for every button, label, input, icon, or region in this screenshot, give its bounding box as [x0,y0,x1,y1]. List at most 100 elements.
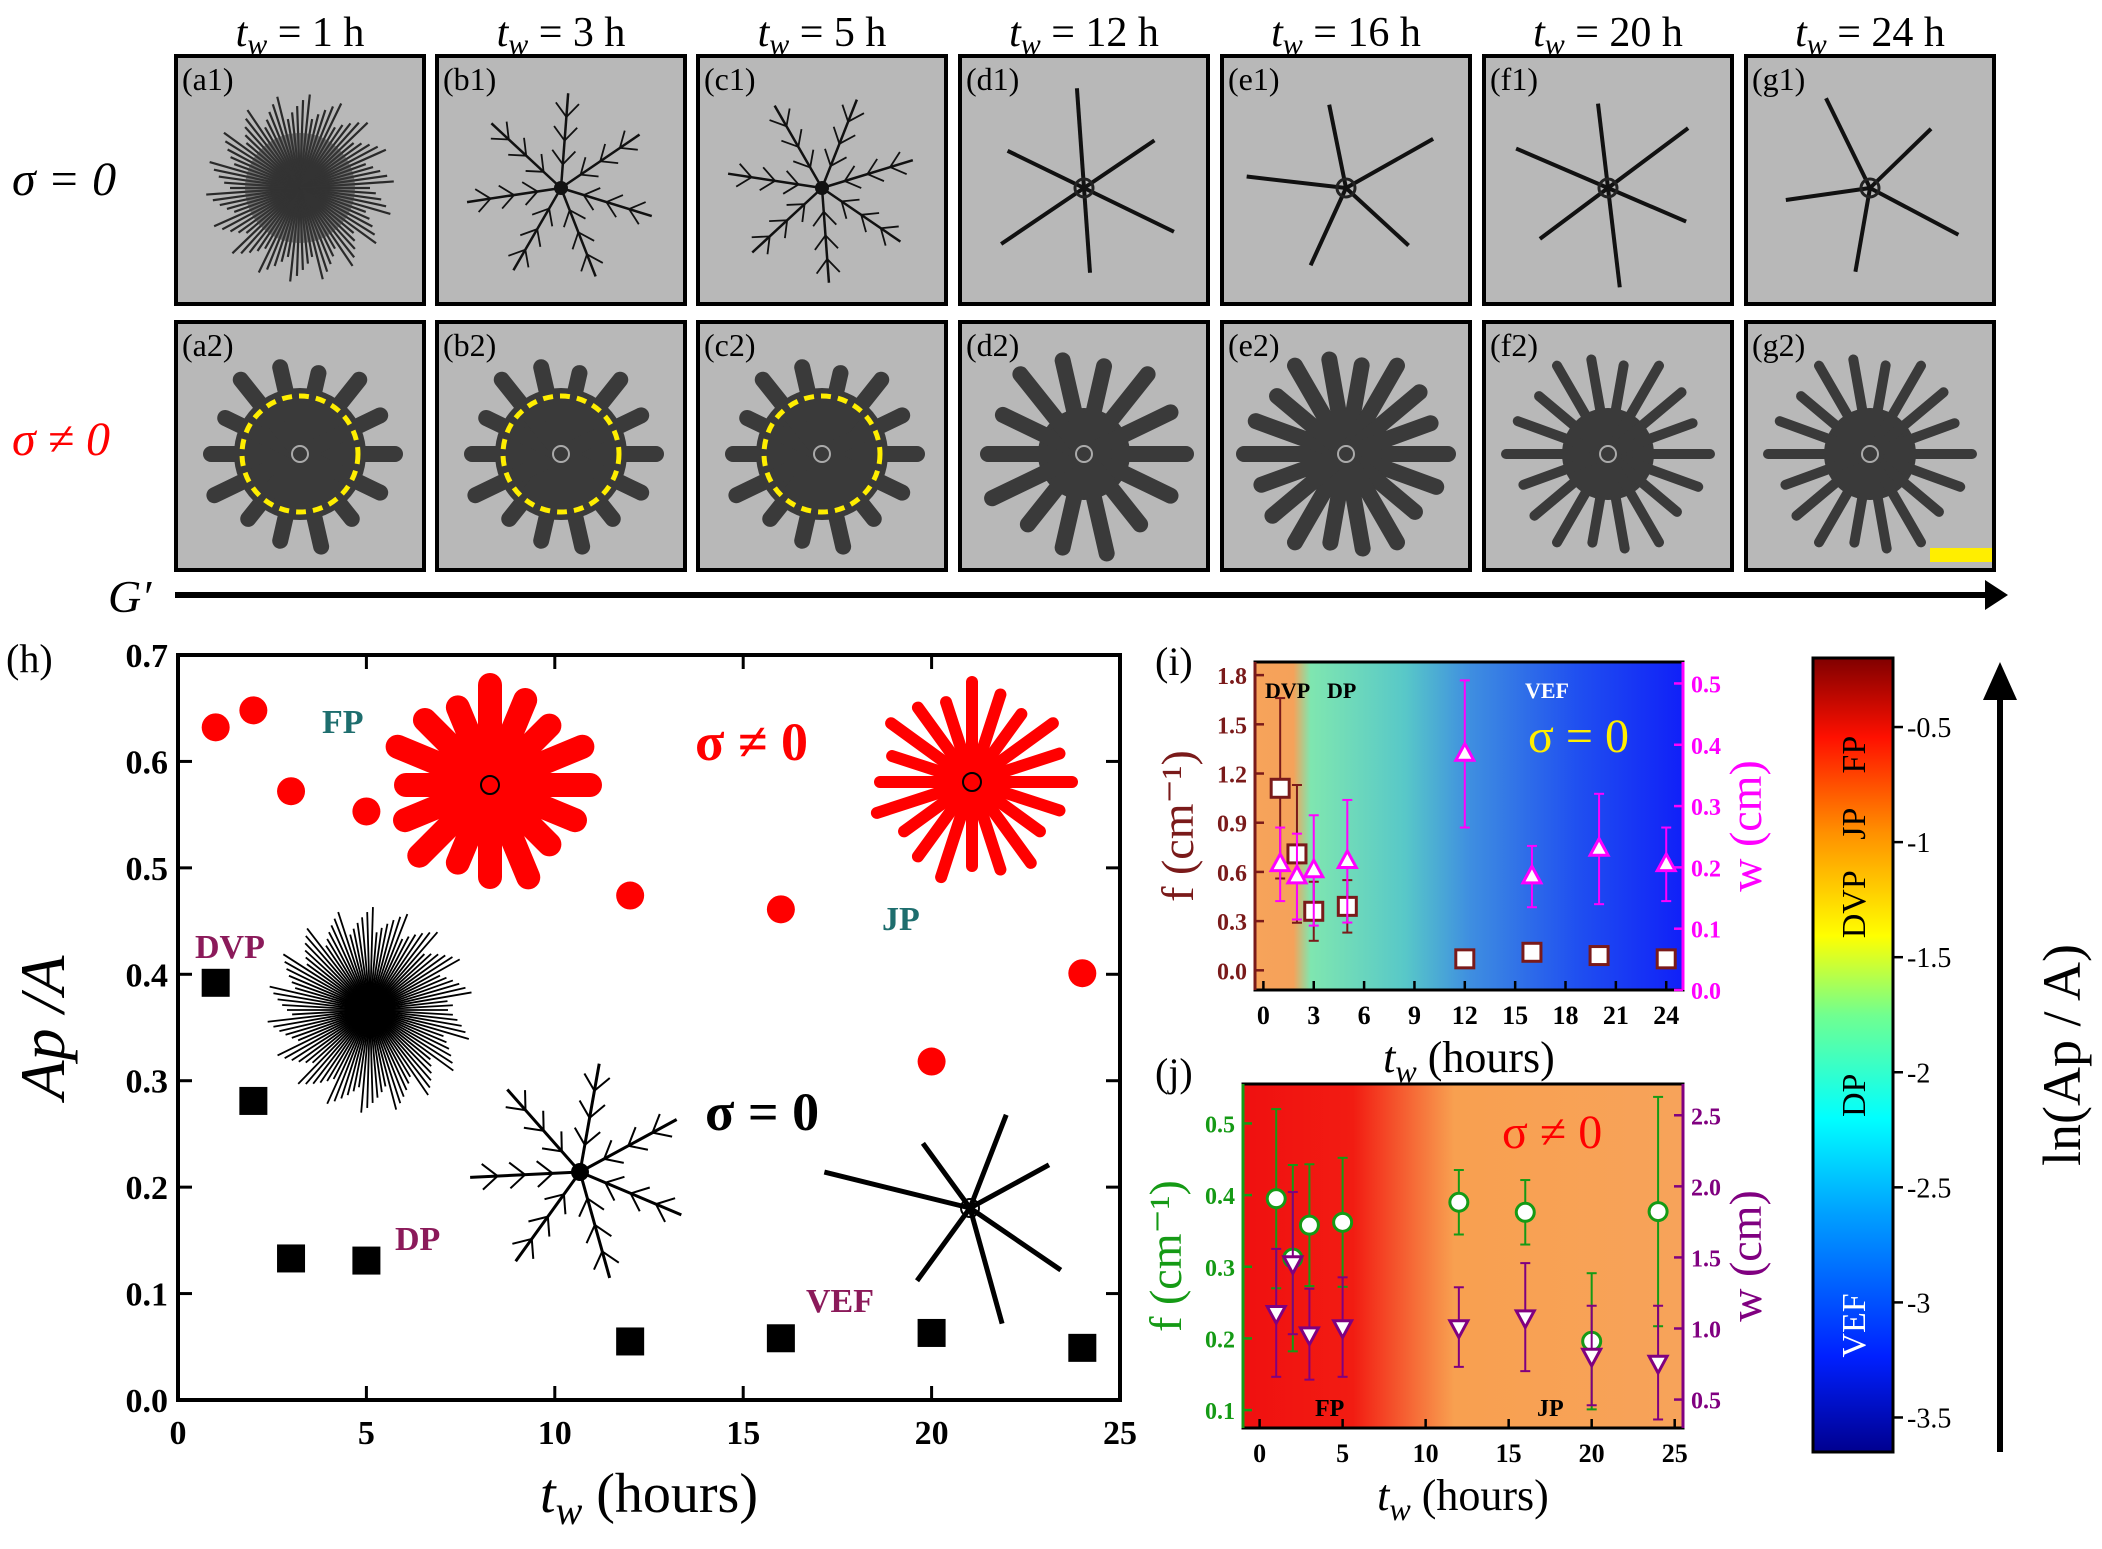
row2-label: σ ≠ 0 [12,413,110,466]
w-point [1654,850,1678,873]
chart-i: (i) 0 3 6 9 12 15 18 21 24 0.0 0.3 0.6 0.9 1.2 1.5 1.8 0.… [1152,639,1771,1089]
x-tick-label: 24 [1653,1001,1679,1030]
finger-pattern [1501,354,1715,554]
region-vef: VEF [1525,678,1569,703]
black-square-point [616,1327,645,1356]
f-point [1332,1211,1354,1233]
w-point [1587,835,1611,857]
panel-label: (h) [6,636,53,681]
black-square-point [277,1244,306,1273]
y-left-axis-label: f (cm⁻¹) [1152,750,1203,902]
red-circle-point [766,895,795,924]
phase-background [1255,662,1683,990]
panel-f2: (f2) [1482,320,1734,572]
w-point [1580,1347,1604,1370]
finger-pattern [980,352,1194,562]
x-tick-label: 0 [1257,1001,1270,1030]
finger-pattern [464,359,664,555]
x-tick-label: 12 [1452,1001,1478,1030]
finger-pattern [725,359,925,555]
dashed-circle [500,393,622,515]
colorbar-region-jp: JP [1836,808,1873,840]
panel-label: (f2) [1490,327,1538,363]
y-axis-label: Ap /A [7,955,78,1104]
black-square-point [352,1246,381,1275]
panel-label: (b1) [443,61,496,97]
x-tick-label: 10 [1413,1439,1439,1468]
phase-background [1243,1084,1683,1428]
colorbar-tick-label: -1 [1907,828,1930,859]
chart-h: (h) 0 5 10 15 20 25 0.0 0.1 0.2 0.3 0.4 0.5 0.6 0.7 tw … [6,636,1137,1533]
x-tick-label: 21 [1603,1001,1629,1030]
panel-g2: (g2) [1744,320,1996,572]
colorbar-region-vef: VEF [1836,1293,1873,1357]
f-point [1448,1191,1470,1213]
black-square-point [1068,1333,1097,1362]
pattern-silhouette [870,676,1078,884]
image-panels: (a1) (b1) (c1) (d1) (e1) (f1) (g1) (a2) (b2) (c2)… [174,54,1996,572]
colorbar-tick-label: -2 [1907,1058,1930,1089]
y-right-tick-label: 0.2 [1691,856,1721,882]
f-point [1454,948,1476,970]
y-tick-label: 0.7 [126,638,169,675]
colorbar-region-dvp: DVP [1836,870,1873,938]
colorbar-tick-label: -0.5 [1907,713,1951,744]
panel-label: (c2) [704,327,756,363]
y-left-tick-label: 1.8 [1217,664,1247,690]
red-circle-point [1068,959,1097,988]
colorbar-tick-label: -1.5 [1907,943,1951,974]
y-right-tick-label: 2.5 [1691,1104,1721,1130]
panel-label: (c1) [704,61,756,97]
y-right-tick-label: 2.0 [1691,1175,1721,1201]
x-tick-label: 20 [1579,1439,1605,1468]
y-left-axis-label: f (cm⁻¹) [1140,1180,1191,1332]
x-tick-label: 15 [726,1415,760,1452]
colorbar-tick-label: -3.5 [1907,1403,1951,1434]
w-point [1520,863,1544,885]
panel-b1: (b1) [435,54,687,306]
crack-pattern [1000,88,1175,273]
y-tick-label: 0.1 [126,1277,169,1314]
x-tick-label: 5 [1336,1439,1349,1468]
y-right-tick-label: 0.3 [1691,795,1721,821]
panel-c1: (c1) [696,54,948,306]
tw-header-5: tw = 20 h [1533,10,1683,61]
red-circle-point [917,1047,946,1076]
x-tick-label: 6 [1358,1001,1371,1030]
black-square-point [239,1086,268,1115]
y-tick-label: 0.5 [126,851,169,888]
f-point [1655,948,1677,970]
y-left-tick-label: 1.2 [1217,763,1247,789]
crack-pattern [1246,104,1435,267]
panel-label: (f1) [1490,61,1538,97]
x-tick-label: 15 [1496,1439,1522,1468]
f-point [1588,945,1610,967]
x-axis-label: tw (hours) [1383,1033,1555,1089]
tw-header-1: tw = 3 h [497,10,626,61]
w-point [1335,847,1359,870]
black-square-point [917,1318,946,1347]
row1-label: σ = 0 [12,153,116,206]
panel-e1: (e1) [1220,54,1472,306]
colorbar: -0.5 -1 -1.5 -2 -2.5 -3 -3.5 FP JP DVP DP VEF ln(Ap … [1811,656,2092,1454]
panel-a2: (a2) [174,320,426,572]
annot-sigma-zero: σ = 0 [705,1082,819,1142]
red-circle-point [277,777,306,806]
panel-label: (j) [1155,1050,1193,1095]
plot-frame [176,653,1122,1402]
f-point [1298,1214,1320,1236]
f-point [1521,941,1543,963]
region-jp: JP [1537,1396,1564,1422]
y-right-tick-label: 0.5 [1691,672,1721,698]
f-point [1269,777,1291,799]
panel-d1: (d1) [958,54,1210,306]
chart-j: (j) 0 5 10 15 20 25 0.1 0.2 0.3 0.4 0.5 0.5 1.0 1.5 2.0… [1140,1050,1771,1527]
x-tick-label: 0 [1253,1439,1266,1468]
x-tick-label: 10 [538,1415,572,1452]
g-prime-label: G′ [108,571,152,622]
crack-pattern [727,99,914,283]
black-square-point [766,1324,795,1353]
tw-header-2: tw = 5 h [758,10,887,61]
colorbar-arrowhead [1983,662,2017,700]
x-tick-label: 3 [1307,1001,1320,1030]
